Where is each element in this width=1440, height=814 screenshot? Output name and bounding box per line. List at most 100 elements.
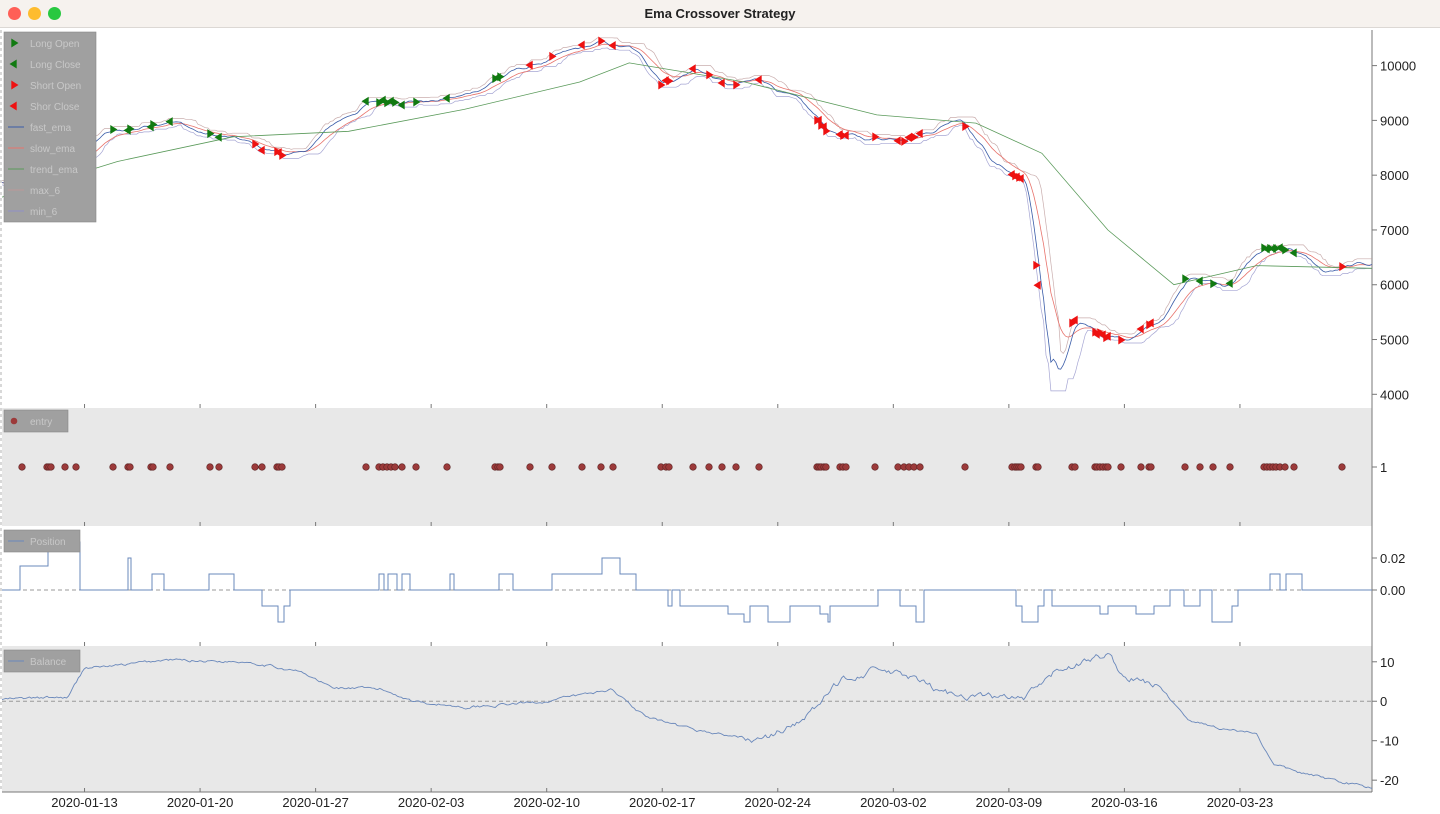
entry-point [251,463,259,471]
y-tick-label: 1 [1380,460,1387,475]
entry-point [597,463,605,471]
min-6-line [1,47,1372,392]
zoom-window-button[interactable] [48,7,61,20]
short-close-marker [525,60,533,70]
entry-point [61,463,69,471]
entry-point [822,463,830,471]
short-close-marker [893,136,901,146]
close-window-button[interactable] [8,7,21,20]
x-tick-label: 2020-02-10 [513,795,580,810]
short-open-marker [706,70,714,80]
long-close-marker [165,117,173,127]
y-tick-label: 4000 [1380,387,1409,402]
entry-point [47,463,55,471]
entry-point [548,463,556,471]
entry-point [1226,463,1234,471]
short-close-marker [257,145,265,155]
long-close-marker [386,96,394,106]
long-close-marker [1195,276,1203,286]
entry-point [689,463,697,471]
entry-point [1071,463,1079,471]
short-close-marker [608,41,616,51]
long-close-marker [1275,243,1283,253]
x-tick-label: 2020-01-27 [282,795,349,810]
title-bar: Ema Crossover Strategy [0,0,1440,28]
long-close-marker [214,132,222,142]
entry-point [1181,463,1189,471]
entry-point [215,463,223,471]
entry-legend-box [3,409,69,433]
trend-ema-line [1,62,1373,286]
entry-point [72,463,80,471]
legend-label: slow_ema [30,144,75,155]
x-tick-label: 2020-01-13 [51,795,118,810]
balance-panel [2,646,1372,792]
entry-point [732,463,740,471]
chart-canvas[interactable]: 2020-01-13 2020-01-20 2020-01-27 2020-02-03… [0,28,1440,814]
y-tick-label: 5000 [1380,333,1409,348]
short-open-marker [658,80,666,90]
short-close-marker [1033,280,1041,290]
long-open-marker [150,119,158,129]
entry-point [1117,463,1125,471]
entry-point [398,463,406,471]
legend-swatch-dot [10,417,18,425]
legend-swatch-short-open [11,80,19,90]
entry-point [391,463,399,471]
minimize-window-button[interactable] [28,7,41,20]
legend-label: Short Open [30,81,81,92]
long-open-marker [127,124,135,134]
short-close-marker [904,132,912,142]
entry-point [149,463,157,471]
y-tick-label: 10000 [1380,59,1416,74]
y-tick-label: 6000 [1380,278,1409,293]
y-tick-label: -20 [1380,773,1399,788]
legend-swatch-long-close [9,59,17,69]
short-open-marker [598,36,606,46]
long-open-marker [207,129,215,139]
entry-point [1017,463,1025,471]
entry-point [258,463,266,471]
x-tick-label: 2020-02-03 [398,795,465,810]
legend-label: max_6 [30,186,60,197]
legend-label: Long Close [30,60,81,71]
entry-point [206,463,214,471]
long-close-marker [442,93,450,103]
short-open-marker [1118,335,1126,345]
entry-point [526,463,534,471]
entry-point [1290,463,1298,471]
entry-point [412,463,420,471]
legend-label: Shor Close [30,102,80,113]
x-tick-label: 2020-03-02 [860,795,927,810]
short-close-marker [577,40,585,50]
short-open-marker [872,132,880,142]
legend-label: Long Open [30,39,80,50]
short-open-marker [823,126,831,136]
entry-point [910,463,918,471]
legend-swatch-long-open [11,38,19,48]
short-close-marker [754,75,762,85]
long-close-marker [1225,278,1233,288]
short-close-marker [1103,331,1111,341]
y-tick-label: -10 [1380,734,1399,749]
window-title: Ema Crossover Strategy [644,6,796,21]
y-tick-label: 7000 [1380,223,1409,238]
long-open-marker [392,97,400,107]
long-open-marker [1182,274,1190,284]
y-tick-label: 0.00 [1380,583,1405,598]
short-open-marker [666,76,674,86]
short-open-marker [549,51,557,61]
entry-point [871,463,879,471]
short-close-marker [1070,315,1078,325]
entry-point [916,463,924,471]
max-6-line [2,37,1372,355]
long-open-marker [110,125,118,135]
position-panel [2,526,1372,646]
entry-point [1196,463,1204,471]
entry-point [109,463,117,471]
short-close-marker [841,130,849,140]
entry-point [1281,463,1289,471]
long-close-marker [1289,248,1297,258]
short-open-marker [733,80,741,90]
entry-point [443,463,451,471]
